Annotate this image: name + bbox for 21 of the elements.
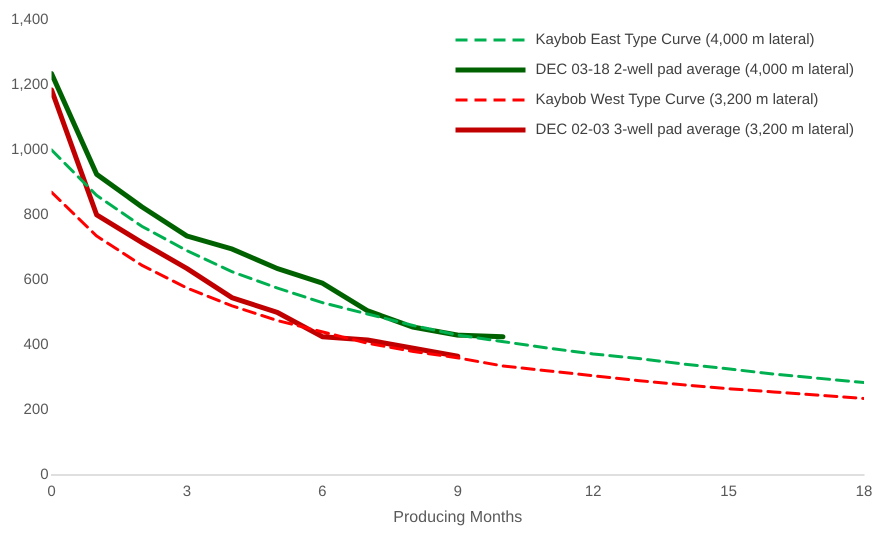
y-tick-label: 200 <box>24 400 49 418</box>
y-tick-label: 0 <box>40 466 49 483</box>
y-tick-label: 1,000 <box>10 141 49 158</box>
legend-label: DEC 02-03 3-well pad average (3,200 m lateral) <box>536 121 854 138</box>
y-tick-label: 400 <box>24 336 49 353</box>
x-tick-label: 9 <box>454 482 462 500</box>
y-tick-label: 1,200 <box>10 76 49 94</box>
x-tick-label: 18 <box>856 482 872 500</box>
line-series <box>52 190 864 400</box>
y-tick-label: 600 <box>24 271 49 288</box>
line-series <box>52 148 864 384</box>
legend-label: Kaybob East Type Curve (4,000 m lateral) <box>536 31 815 48</box>
legend-label: DEC 03-18 2-well pad average (4,000 m lateral) <box>536 61 854 78</box>
y-tick-label: 1,400 <box>10 11 49 28</box>
x-tick-label: 12 <box>584 482 602 500</box>
legend-label: Kaybob West Type Curve (3,200 m lateral) <box>536 91 818 108</box>
x-axis-title: Producing Months <box>393 508 522 526</box>
x-tick-label: 6 <box>318 482 327 500</box>
x-tick-label: 15 <box>720 482 737 500</box>
x-tick-label: 3 <box>182 482 192 500</box>
y-tick-label: 800 <box>24 206 49 224</box>
